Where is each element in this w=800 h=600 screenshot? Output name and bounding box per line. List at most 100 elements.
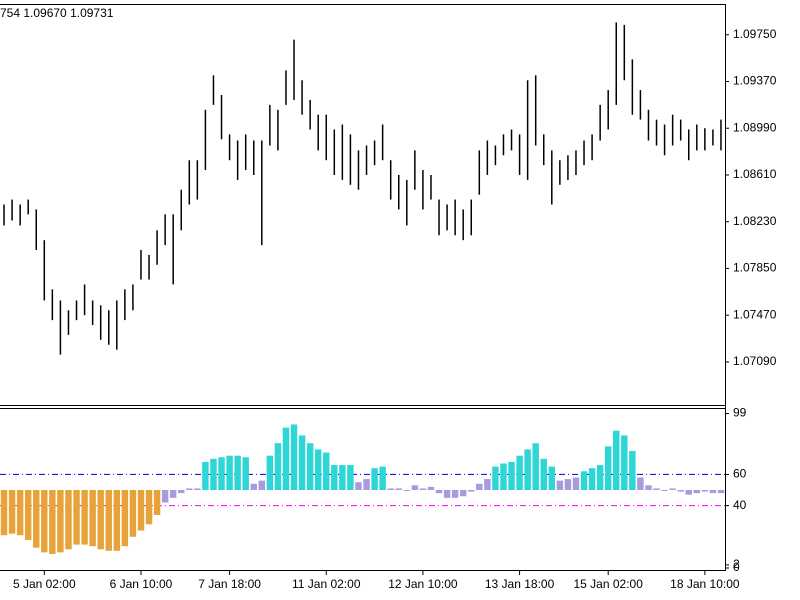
histogram-bar bbox=[355, 482, 362, 490]
histogram-bar bbox=[178, 490, 185, 494]
x-tick-label: 5 Jan 02:00 bbox=[13, 577, 76, 591]
histogram-bar bbox=[701, 490, 709, 492]
histogram-bar bbox=[395, 488, 402, 490]
y-tick-label: 1.08230 bbox=[733, 214, 777, 228]
histogram-bar bbox=[339, 465, 346, 490]
x-tick-label: 6 Jan 10:00 bbox=[110, 577, 173, 591]
histogram-bar bbox=[314, 449, 322, 490]
y-tick-label: 60 bbox=[733, 467, 747, 481]
x-tick-label: 18 Jan 10:00 bbox=[670, 577, 740, 591]
histogram-bar bbox=[153, 490, 161, 515]
histogram-bar bbox=[8, 490, 16, 534]
histogram-bar bbox=[548, 466, 556, 490]
histogram-bar bbox=[492, 466, 499, 490]
histogram-bar bbox=[604, 446, 612, 490]
histogram-bar bbox=[717, 490, 725, 494]
y-tick-label: 1.08610 bbox=[733, 167, 777, 181]
histogram-bar bbox=[500, 463, 507, 490]
histogram-bar bbox=[588, 468, 596, 490]
histogram-bar bbox=[169, 490, 177, 498]
histogram-bar bbox=[572, 477, 580, 490]
histogram-bar bbox=[113, 490, 121, 551]
histogram-bar bbox=[49, 490, 56, 554]
histogram-bar bbox=[347, 465, 354, 490]
x-tick-label: 7 Jan 18:00 bbox=[198, 577, 261, 591]
histogram-bar bbox=[290, 424, 298, 490]
histogram-bar bbox=[435, 490, 443, 494]
histogram-bar bbox=[24, 490, 32, 540]
histogram-bar bbox=[145, 490, 153, 525]
histogram-bar bbox=[226, 455, 233, 490]
histogram-bar bbox=[677, 490, 684, 492]
y-tick-label: 1.09370 bbox=[733, 74, 777, 88]
histogram-bar bbox=[516, 455, 523, 490]
histogram-bar bbox=[379, 466, 386, 490]
histogram-bar bbox=[97, 490, 104, 550]
histogram-bar bbox=[33, 490, 40, 548]
histogram-bar bbox=[621, 435, 628, 490]
histogram-bar bbox=[234, 455, 241, 490]
histogram-bar bbox=[637, 477, 644, 490]
histogram-bar bbox=[298, 435, 306, 490]
x-tick-label: 15 Jan 02:00 bbox=[573, 577, 643, 591]
histogram-bar bbox=[323, 452, 330, 490]
y-tick-label: 1.09750 bbox=[733, 27, 777, 41]
histogram-bar bbox=[411, 485, 419, 490]
histogram-bar bbox=[194, 488, 201, 490]
histogram-bar bbox=[202, 461, 209, 490]
histogram-bar bbox=[564, 479, 572, 490]
histogram-bar bbox=[645, 485, 652, 490]
histogram-bar bbox=[89, 490, 96, 547]
histogram-bar bbox=[596, 465, 604, 490]
y-tick-label: 40 bbox=[733, 498, 747, 512]
histogram-bar bbox=[16, 490, 24, 536]
y-tick-label: 1.07090 bbox=[733, 354, 777, 368]
y-tick-label: 1.07470 bbox=[733, 307, 777, 321]
histogram-bar bbox=[137, 490, 145, 531]
histogram-bar bbox=[250, 483, 257, 490]
y-tick-label: 1.07850 bbox=[733, 261, 777, 275]
y-tick-label: 99 bbox=[733, 406, 747, 420]
histogram-bar bbox=[266, 455, 274, 490]
y-tick-label: 2 bbox=[733, 557, 740, 571]
histogram-bar bbox=[427, 486, 435, 490]
histogram-bar bbox=[282, 427, 290, 490]
histogram-bar bbox=[363, 479, 370, 490]
histogram-bar bbox=[580, 471, 588, 490]
histogram-bar bbox=[484, 479, 491, 490]
histogram-bar bbox=[524, 449, 531, 490]
histogram-bar bbox=[693, 490, 701, 494]
histogram-bar bbox=[274, 443, 282, 490]
histogram-bar bbox=[629, 451, 636, 490]
histogram-bar bbox=[709, 490, 717, 494]
histogram-bar bbox=[508, 461, 515, 490]
x-tick-label: 13 Jan 18:00 bbox=[485, 577, 555, 591]
histogram-bar bbox=[41, 490, 48, 553]
histogram-bar bbox=[218, 457, 225, 490]
histogram-bar bbox=[57, 490, 64, 553]
histogram-bar bbox=[81, 490, 88, 545]
histogram-bar bbox=[242, 457, 249, 490]
histogram-bar bbox=[73, 490, 80, 545]
histogram-bar bbox=[476, 483, 483, 490]
histogram-bar bbox=[459, 490, 467, 497]
histogram-bar bbox=[186, 488, 193, 490]
histogram-bar bbox=[0, 490, 8, 536]
chart-title: 754 1.09670 1.09731 bbox=[0, 6, 114, 20]
histogram-bar bbox=[129, 490, 137, 537]
histogram-bar bbox=[556, 480, 564, 490]
histogram-bar bbox=[306, 443, 314, 490]
histogram-bar bbox=[210, 458, 217, 490]
histogram-bar bbox=[65, 490, 72, 550]
y-tick-label: 1.08990 bbox=[733, 120, 777, 134]
histogram-bar bbox=[468, 490, 475, 492]
histogram-bar bbox=[661, 490, 668, 491]
histogram-bar bbox=[443, 490, 451, 498]
histogram-bar bbox=[105, 490, 112, 551]
histogram-bar bbox=[669, 488, 676, 490]
histogram-bar bbox=[331, 465, 338, 490]
histogram-bar bbox=[451, 490, 459, 498]
x-tick-label: 12 Jan 10:00 bbox=[388, 577, 458, 591]
